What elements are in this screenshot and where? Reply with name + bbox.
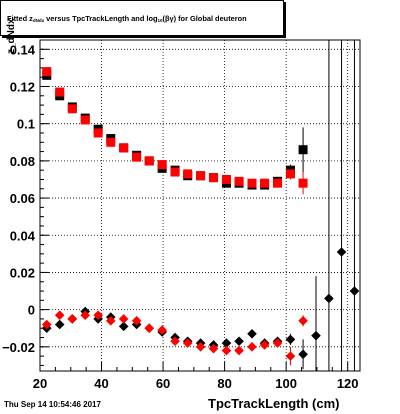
diamond-marker xyxy=(80,310,91,321)
diamond-marker xyxy=(118,321,129,332)
y-tick-label: 0.12 xyxy=(10,79,35,94)
x-tick-label: 20 xyxy=(33,376,47,391)
diamond-marker xyxy=(118,314,129,324)
diamond-marker xyxy=(93,310,103,321)
x-tick-label: 80 xyxy=(217,376,231,391)
title-part-after: (βγ) for Global deuteron xyxy=(162,14,247,23)
diamond-marker xyxy=(221,345,232,356)
diamond-marker xyxy=(144,323,155,334)
diamond-marker xyxy=(272,338,283,348)
title-part-before: Fitted z xyxy=(7,14,33,23)
square-marker xyxy=(170,167,180,177)
square-marker xyxy=(260,178,270,188)
diamond-marker xyxy=(311,330,321,341)
diamond-marker xyxy=(67,314,78,324)
title-subscript-dndx: dNdx xyxy=(32,18,45,23)
square-marker xyxy=(80,115,90,125)
diamond-marker xyxy=(247,342,257,352)
square-marker xyxy=(132,152,142,162)
square-marker xyxy=(221,174,231,184)
diamond-marker xyxy=(247,329,257,339)
square-marker xyxy=(183,169,193,179)
title-part-middle: versus TpcTrackLength and log xyxy=(44,14,158,23)
square-marker xyxy=(298,178,308,188)
x-tick-label: 100 xyxy=(275,376,297,391)
y-tick-label: 0.02 xyxy=(10,265,35,280)
timestamp-footer: Thu Sep 14 10:54:46 2017 xyxy=(4,400,101,409)
square-marker xyxy=(42,67,52,77)
y-tick-label: 0.06 xyxy=(10,191,35,206)
diamond-marker xyxy=(131,315,142,326)
square-marker xyxy=(298,145,308,155)
square-marker xyxy=(285,169,295,179)
square-marker xyxy=(106,137,116,147)
diamond-marker xyxy=(298,349,308,360)
square-marker xyxy=(234,176,244,186)
y-axis-title: z_dNdx xyxy=(6,18,17,54)
x-axis-title: TpcTrackLength (cm) xyxy=(208,396,340,411)
diamond-marker xyxy=(54,319,65,330)
diamond-marker xyxy=(208,343,219,354)
diamond-marker xyxy=(234,336,244,347)
square-marker xyxy=(144,156,154,166)
y-axis-title-text: z_dNdx xyxy=(6,18,17,54)
square-marker xyxy=(209,173,219,183)
diamond-marker xyxy=(41,319,52,330)
square-marker xyxy=(157,160,167,170)
diamond-marker xyxy=(157,325,167,335)
diamond-marker xyxy=(234,345,244,356)
square-marker xyxy=(55,87,65,97)
title-subscript-10: 10 xyxy=(157,18,163,23)
title-box: Fitted zdNdx versus TpcTrackLength and l… xyxy=(0,0,284,36)
square-marker xyxy=(93,128,103,138)
square-marker xyxy=(273,178,283,188)
square-marker xyxy=(247,178,257,188)
y-tick-label: −0.02 xyxy=(2,340,35,355)
square-marker xyxy=(196,171,206,181)
x-tick-label: 120 xyxy=(337,376,359,391)
diamond-marker xyxy=(221,338,232,348)
diamond-marker xyxy=(336,247,347,257)
axis-ticks xyxy=(39,48,349,371)
chart-title: Fitted zdNdx versus TpcTrackLength and l… xyxy=(7,14,247,23)
diamond-marker xyxy=(298,315,308,326)
square-marker xyxy=(119,143,129,153)
y-tick-label: 0.1 xyxy=(17,117,35,132)
diamond-marker xyxy=(182,338,193,348)
diamond-marker xyxy=(349,286,360,296)
y-tick-label: 0.04 xyxy=(10,228,36,243)
diamond-marker xyxy=(285,351,296,361)
diamond-marker xyxy=(195,342,206,352)
diamond-marker xyxy=(170,336,180,347)
tick-labels: 20 40 60 80 100 120 −0.02 0 0.02 0.04 0.06 0.08 0.1 0… xyxy=(2,42,358,391)
x-tick-label: 40 xyxy=(94,376,108,391)
diamond-marker xyxy=(259,340,270,350)
plot-frame xyxy=(39,39,361,372)
y-tick-label: 0.08 xyxy=(10,154,35,169)
y-tick-label: 0 xyxy=(28,303,35,318)
x-tick-label: 60 xyxy=(156,376,170,391)
data-markers xyxy=(41,67,360,361)
y-tick-label: 0.14 xyxy=(10,42,36,57)
diamond-marker xyxy=(324,293,334,304)
diamond-marker xyxy=(54,310,65,321)
square-marker xyxy=(67,104,77,114)
diamond-marker xyxy=(285,334,296,345)
diamond-marker xyxy=(105,315,116,326)
